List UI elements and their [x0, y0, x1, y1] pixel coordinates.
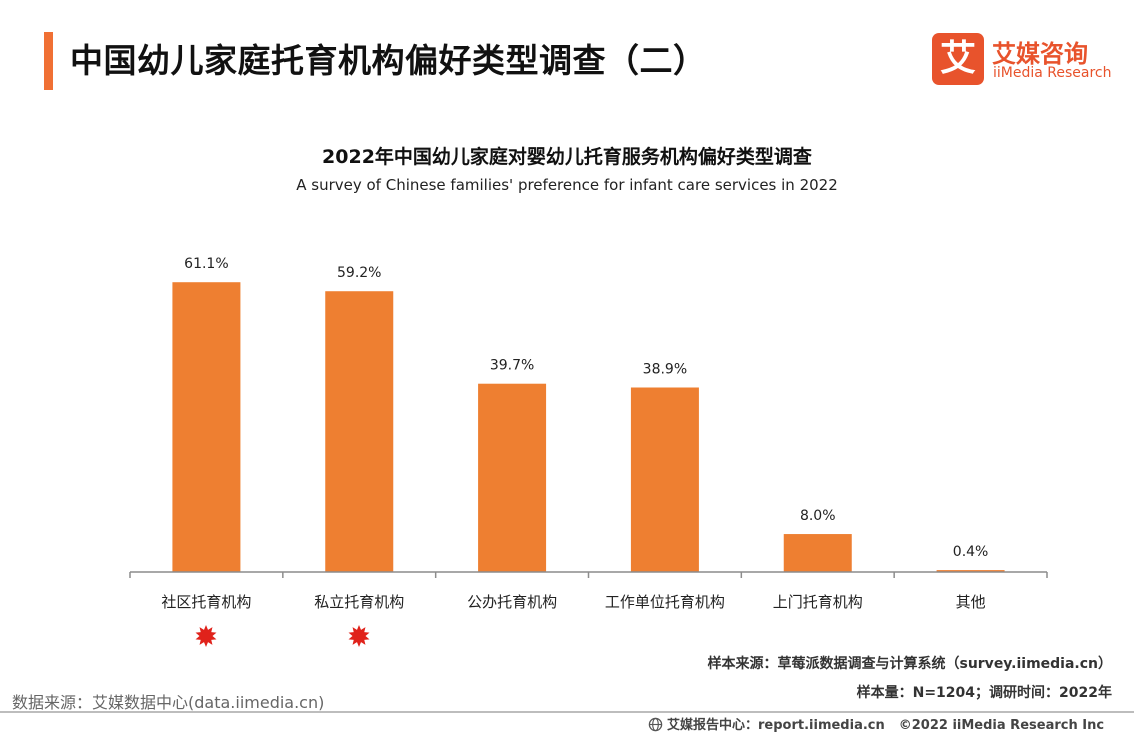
- category-label-0: 社区托育机构: [161, 593, 251, 611]
- logo-name-cn: 艾媒咨询: [992, 40, 1088, 68]
- chart-title: 2022年中国幼儿家庭对婴幼儿托育服务机构偏好类型调查: [322, 146, 812, 168]
- footer-report-center: 艾媒报告中心：report.iimedia.cn: [667, 718, 885, 733]
- logo-mark: 艾: [932, 33, 984, 85]
- bar-4: [783, 534, 852, 572]
- red-star-icon: [347, 624, 371, 648]
- data-label-2: 39.7%: [490, 358, 534, 374]
- sample-size-note: 样本量：N=1204；调研时间：2022年: [856, 685, 1112, 701]
- category-label-5: 其他: [956, 593, 986, 611]
- iimedia-logo: 艾 艾媒咨询 iiMedia Research: [932, 33, 1122, 85]
- chart-subtitle: A survey of Chinese families' preference…: [296, 176, 838, 194]
- sample-source-note: 样本来源：草莓派数据调查与计算系统（survey.iimedia.cn）: [707, 656, 1112, 672]
- globe-icon: [648, 717, 663, 736]
- bar-1: [325, 291, 394, 572]
- red-star-icon: [194, 624, 218, 648]
- data-label-0: 61.1%: [184, 256, 228, 272]
- data-label-5: 0.4%: [953, 544, 989, 560]
- footer-copyright: ©2022 iiMedia Research Inc: [898, 718, 1105, 733]
- data-label-3: 38.9%: [643, 362, 687, 378]
- bar-2: [478, 383, 547, 572]
- category-label-4: 上门托育机构: [773, 593, 863, 611]
- data-label-4: 8.0%: [800, 508, 836, 524]
- bar-3: [630, 387, 699, 572]
- footer-divider: [0, 711, 1134, 713]
- data-source-note: 数据来源：艾媒数据中心(data.iimedia.cn): [12, 693, 325, 712]
- category-label-1: 私立托育机构: [314, 593, 404, 611]
- title-accent-bar: [44, 32, 53, 90]
- data-label-1: 59.2%: [337, 265, 381, 281]
- logo-name-en: iiMedia Research: [993, 65, 1112, 81]
- footer: 艾媒报告中心：report.iimedia.cn ©2022 iiMedia Re…: [648, 714, 1104, 736]
- category-label-2: 公办托育机构: [467, 593, 557, 611]
- category-label-3: 工作单位托育机构: [605, 593, 725, 611]
- page-title: 中国幼儿家庭托育机构偏好类型调查（二）: [70, 41, 707, 80]
- bar-0: [172, 282, 241, 572]
- bar-5: [936, 570, 1005, 572]
